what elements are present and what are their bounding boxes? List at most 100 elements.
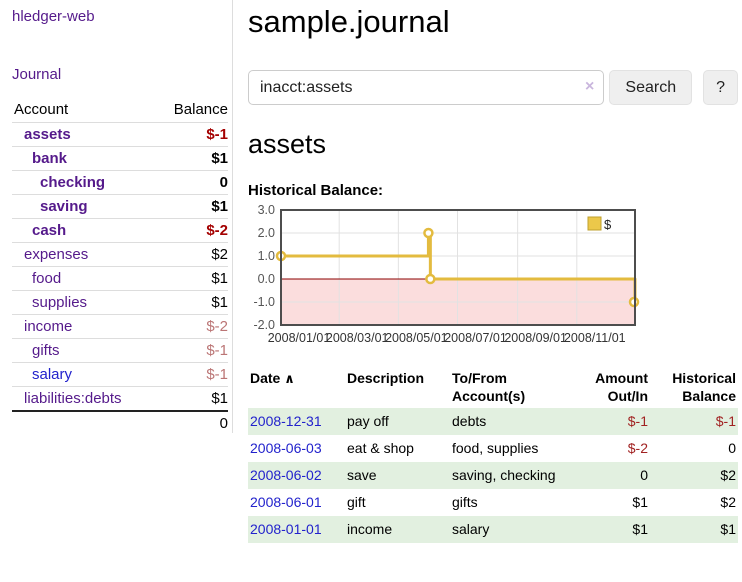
register-header-date[interactable]: Date ∧: [248, 366, 345, 408]
transaction-amount: $-1: [627, 413, 648, 429]
accounts-header-account: Account: [14, 101, 69, 118]
search-button[interactable]: Search: [609, 70, 693, 105]
accounts-total-spacer: [12, 410, 155, 435]
transaction-description: eat & shop: [347, 440, 414, 456]
account-link[interactable]: bank: [32, 150, 68, 167]
account-row: bank $1: [12, 146, 228, 171]
account-balance: $-1: [154, 122, 228, 147]
svg-text:2008/01/01: 2008/01/01: [268, 331, 331, 345]
account-balance: 0: [154, 170, 228, 195]
register-row: 2008-06-03 eat & shop food, supplies $-2…: [248, 435, 738, 462]
svg-text:2008/05/01: 2008/05/01: [385, 331, 448, 345]
search-help-button[interactable]: ?: [703, 70, 738, 105]
transaction-accounts: saving, checking: [452, 467, 556, 483]
transaction-amount: $1: [632, 494, 648, 510]
sidebar-divider: [232, 0, 233, 433]
account-balance: $1: [154, 266, 228, 291]
account-row: income $-2: [12, 314, 228, 339]
account-row: assets $-1: [12, 122, 228, 147]
historical-balance-chart: $3.0 2.0 1.0 0.0 -1.0 -2.0 2008/01/01 2008/03/0…: [248, 203, 738, 352]
account-balance: $-1: [154, 338, 228, 363]
transaction-date-link[interactable]: 2008-06-03: [250, 440, 322, 456]
account-row: liabilities:debts $1: [12, 386, 228, 411]
transaction-balance: $2: [720, 494, 736, 510]
account-link[interactable]: cash: [32, 222, 67, 239]
svg-text:3.0: 3.0: [258, 205, 275, 217]
account-link[interactable]: expenses: [24, 246, 89, 263]
register-header-balance: Historical Balance: [672, 370, 736, 404]
register-row: 2008-12-31 pay off debts $-1 $-1: [248, 408, 738, 435]
account-row: expenses $2: [12, 242, 228, 267]
account-balance: $1: [154, 386, 228, 411]
clear-search-icon[interactable]: ×: [585, 78, 595, 95]
account-balance: $-2: [154, 218, 228, 243]
account-link[interactable]: assets: [24, 126, 71, 143]
svg-text:$: $: [604, 217, 612, 232]
transaction-date-link[interactable]: 2008-06-01: [250, 494, 322, 510]
register-header-accounts: To/From Account(s): [452, 370, 526, 404]
transaction-description: income: [347, 521, 393, 537]
svg-text:-2.0: -2.0: [253, 318, 275, 332]
account-link[interactable]: gifts: [32, 342, 60, 359]
svg-text:-1.0: -1.0: [253, 295, 275, 309]
transaction-date-link[interactable]: 2008-12-31: [250, 413, 322, 429]
transaction-accounts: debts: [452, 413, 487, 429]
transaction-date-link[interactable]: 2008-01-01: [250, 521, 322, 537]
account-balance: $1: [154, 146, 228, 171]
transaction-description: gift: [347, 494, 366, 510]
register-table-body: 2008-12-31 pay off debts $-1 $-1 2008-06…: [248, 408, 738, 543]
main-content: sample.journal × Search ? assets Histori…: [248, 0, 738, 543]
search-input[interactable]: [248, 70, 605, 105]
transaction-balance: $-1: [715, 413, 736, 429]
account-link[interactable]: food: [32, 270, 62, 287]
account-link[interactable]: supplies: [32, 294, 88, 311]
account-balance: $-2: [154, 314, 228, 339]
account-row: saving $1: [12, 194, 228, 219]
transaction-accounts: food, supplies: [452, 440, 539, 456]
svg-text:2008/07/01: 2008/07/01: [444, 331, 507, 345]
svg-text:2008/11/01: 2008/11/01: [564, 331, 626, 345]
sidebar-item-journal[interactable]: Journal: [12, 66, 62, 83]
app-brand-link[interactable]: hledger-web: [12, 8, 95, 25]
register-header-date-label: Date: [250, 370, 281, 386]
page-title: sample.journal: [248, 4, 450, 39]
transaction-balance: $2: [720, 467, 736, 483]
svg-text:2008/03/01: 2008/03/01: [326, 331, 389, 345]
transaction-description: save: [347, 467, 377, 483]
account-link[interactable]: saving: [40, 198, 88, 215]
transaction-date-link[interactable]: 2008-06-02: [250, 467, 322, 483]
transaction-balance: $1: [720, 521, 736, 537]
transaction-balance: 0: [728, 440, 736, 456]
account-link[interactable]: salary: [32, 366, 73, 383]
account-link[interactable]: liabilities:debts: [24, 390, 122, 407]
transaction-accounts: salary: [452, 521, 490, 537]
accounts-total-value: 0: [154, 410, 228, 435]
account-row: supplies $1: [12, 290, 228, 315]
account-link[interactable]: checking: [40, 174, 106, 191]
balance-chart-svg: $3.0 2.0 1.0 0.0 -1.0 -2.02008/01/012008/03/0…: [253, 203, 640, 345]
svg-text:2008/09/01: 2008/09/01: [504, 331, 567, 345]
register-table: Date ∧ Description To/From Account(s) Am…: [248, 366, 738, 543]
svg-text:0.0: 0.0: [258, 272, 275, 286]
sidebar: hledger-web Journal Account Balance asse…: [0, 0, 232, 435]
account-row: gifts $-1: [12, 338, 228, 363]
account-balance: $1: [154, 290, 228, 315]
sort-ascending-icon: ∧: [284, 371, 295, 386]
register-header-description: Description: [347, 370, 425, 386]
accounts-table-body: assets $-1 bank $1 checking 0 saving $1 …: [12, 122, 228, 411]
account-balance: $-1: [154, 362, 228, 387]
account-balance: $2: [154, 242, 228, 267]
transaction-amount: $-2: [627, 440, 648, 456]
register-row: 2008-01-01 income salary $1 $1: [248, 516, 738, 543]
register-header-row: Date ∧ Description To/From Account(s) Am…: [248, 366, 738, 408]
transaction-description: pay off: [347, 413, 389, 429]
register-header-amount: Amount Out/In: [595, 370, 648, 404]
account-row: cash $-2: [12, 218, 228, 243]
register-row: 2008-06-01 gift gifts $1 $2: [248, 489, 738, 516]
transaction-amount: 0: [640, 467, 648, 483]
account-link[interactable]: income: [24, 318, 73, 335]
accounts-header-balance: Balance: [173, 101, 228, 118]
account-balance: $1: [154, 194, 228, 219]
accounts-total-row: 0: [12, 410, 228, 435]
svg-text:1.0: 1.0: [258, 249, 275, 263]
